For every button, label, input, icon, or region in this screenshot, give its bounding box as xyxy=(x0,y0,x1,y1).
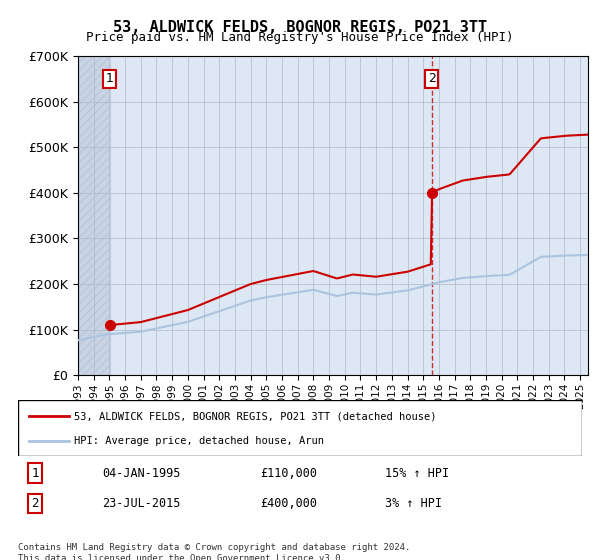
Text: £110,000: £110,000 xyxy=(260,466,317,479)
Text: 3% ↑ HPI: 3% ↑ HPI xyxy=(385,497,442,510)
Bar xyxy=(78,56,110,375)
Text: £400,000: £400,000 xyxy=(260,497,317,510)
Text: Price paid vs. HM Land Registry's House Price Index (HPI): Price paid vs. HM Land Registry's House … xyxy=(86,31,514,44)
Text: 04-JAN-1995: 04-JAN-1995 xyxy=(103,466,181,479)
FancyBboxPatch shape xyxy=(18,400,582,456)
Text: 2: 2 xyxy=(31,497,38,510)
Text: 1: 1 xyxy=(106,72,113,85)
Bar xyxy=(110,56,588,375)
Text: Contains HM Land Registry data © Crown copyright and database right 2024.
This d: Contains HM Land Registry data © Crown c… xyxy=(18,543,410,560)
Text: 1: 1 xyxy=(31,466,38,479)
Text: 15% ↑ HPI: 15% ↑ HPI xyxy=(385,466,449,479)
Text: 53, ALDWICK FELDS, BOGNOR REGIS, PO21 3TT: 53, ALDWICK FELDS, BOGNOR REGIS, PO21 3T… xyxy=(113,20,487,35)
Bar xyxy=(78,56,110,375)
Text: 2: 2 xyxy=(428,72,436,85)
Text: HPI: Average price, detached house, Arun: HPI: Average price, detached house, Arun xyxy=(74,436,325,446)
Text: 23-JUL-2015: 23-JUL-2015 xyxy=(103,497,181,510)
Text: 53, ALDWICK FELDS, BOGNOR REGIS, PO21 3TT (detached house): 53, ALDWICK FELDS, BOGNOR REGIS, PO21 3T… xyxy=(74,411,437,421)
